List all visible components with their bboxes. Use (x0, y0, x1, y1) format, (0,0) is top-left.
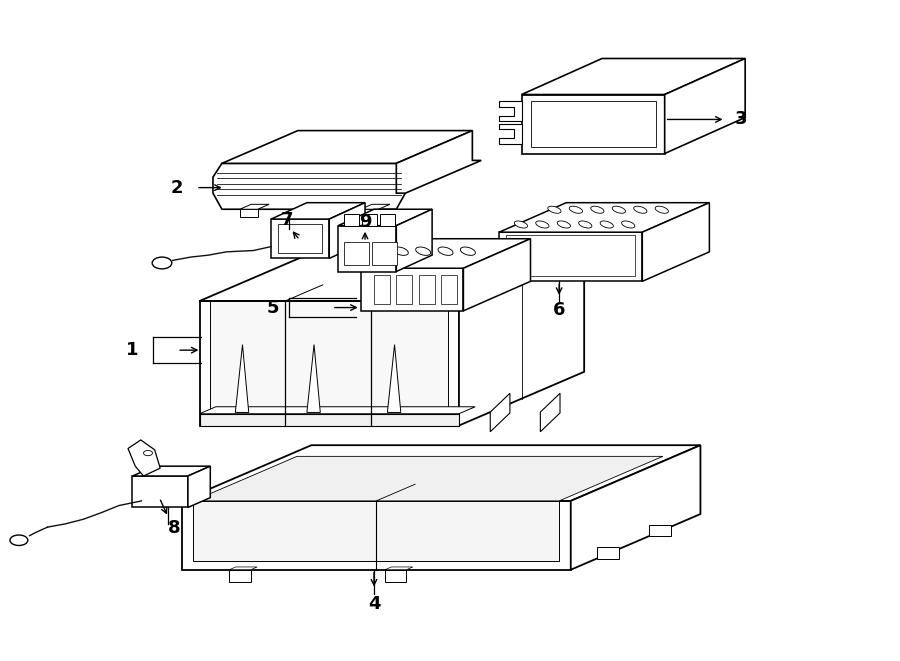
Polygon shape (132, 466, 211, 476)
Text: 8: 8 (168, 520, 181, 537)
Polygon shape (188, 466, 211, 508)
Ellipse shape (622, 221, 634, 228)
Polygon shape (230, 570, 251, 582)
Polygon shape (649, 525, 670, 536)
Polygon shape (361, 204, 390, 210)
Polygon shape (665, 58, 745, 153)
Polygon shape (338, 225, 396, 272)
Ellipse shape (393, 247, 409, 255)
Ellipse shape (536, 221, 549, 228)
Polygon shape (200, 301, 459, 426)
Polygon shape (200, 414, 459, 426)
Polygon shape (597, 547, 619, 559)
Ellipse shape (10, 535, 28, 545)
Ellipse shape (438, 247, 453, 255)
Polygon shape (132, 476, 188, 508)
Ellipse shape (634, 206, 647, 214)
Polygon shape (500, 232, 643, 282)
Polygon shape (643, 203, 709, 282)
Polygon shape (459, 247, 584, 426)
Polygon shape (307, 344, 320, 412)
Polygon shape (239, 210, 257, 217)
Polygon shape (540, 393, 560, 432)
Polygon shape (571, 446, 700, 570)
Polygon shape (222, 131, 472, 163)
Polygon shape (345, 214, 359, 225)
Polygon shape (363, 214, 377, 225)
Polygon shape (271, 203, 365, 219)
Polygon shape (338, 210, 432, 225)
Polygon shape (380, 214, 394, 225)
Ellipse shape (600, 221, 614, 228)
Polygon shape (396, 210, 432, 272)
Polygon shape (200, 407, 475, 414)
Polygon shape (128, 440, 160, 476)
Polygon shape (239, 204, 269, 210)
Polygon shape (361, 239, 530, 268)
Ellipse shape (152, 257, 172, 269)
Text: 7: 7 (281, 212, 293, 229)
Polygon shape (361, 268, 464, 311)
Ellipse shape (548, 206, 561, 214)
Ellipse shape (461, 247, 475, 255)
Polygon shape (385, 567, 413, 570)
Polygon shape (441, 275, 457, 304)
Text: 3: 3 (734, 110, 747, 128)
Ellipse shape (612, 206, 625, 214)
Ellipse shape (557, 221, 571, 228)
Polygon shape (329, 203, 365, 258)
Polygon shape (464, 239, 530, 311)
Polygon shape (396, 275, 412, 304)
Text: 2: 2 (171, 178, 184, 196)
Polygon shape (522, 95, 665, 153)
Polygon shape (194, 456, 663, 501)
Text: 4: 4 (368, 596, 380, 613)
Polygon shape (373, 242, 397, 265)
Polygon shape (271, 219, 329, 258)
Polygon shape (235, 344, 248, 412)
Polygon shape (491, 393, 510, 432)
Polygon shape (374, 275, 390, 304)
Text: 9: 9 (359, 214, 372, 231)
Polygon shape (213, 163, 405, 210)
Polygon shape (385, 570, 407, 582)
Polygon shape (387, 344, 400, 412)
Polygon shape (418, 275, 435, 304)
Polygon shape (345, 242, 369, 265)
Polygon shape (500, 101, 522, 121)
Polygon shape (522, 58, 745, 95)
Ellipse shape (570, 206, 582, 214)
Ellipse shape (514, 221, 527, 228)
Polygon shape (194, 501, 559, 561)
Polygon shape (500, 203, 709, 232)
Text: 6: 6 (553, 301, 565, 319)
Polygon shape (396, 131, 482, 193)
Ellipse shape (143, 450, 152, 455)
Polygon shape (200, 247, 584, 301)
Ellipse shape (590, 206, 604, 214)
Polygon shape (530, 101, 656, 147)
Polygon shape (500, 124, 522, 143)
Ellipse shape (579, 221, 592, 228)
Ellipse shape (655, 206, 669, 214)
Polygon shape (507, 235, 635, 276)
Polygon shape (182, 446, 700, 501)
Polygon shape (182, 501, 571, 570)
Polygon shape (278, 224, 322, 253)
Polygon shape (211, 301, 448, 418)
Ellipse shape (416, 247, 431, 255)
Polygon shape (361, 210, 378, 217)
Polygon shape (230, 567, 257, 570)
Text: 1: 1 (126, 341, 139, 359)
Text: 5: 5 (266, 299, 279, 317)
